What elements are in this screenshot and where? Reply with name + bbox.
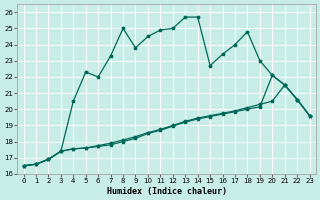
X-axis label: Humidex (Indice chaleur): Humidex (Indice chaleur) (107, 187, 227, 196)
